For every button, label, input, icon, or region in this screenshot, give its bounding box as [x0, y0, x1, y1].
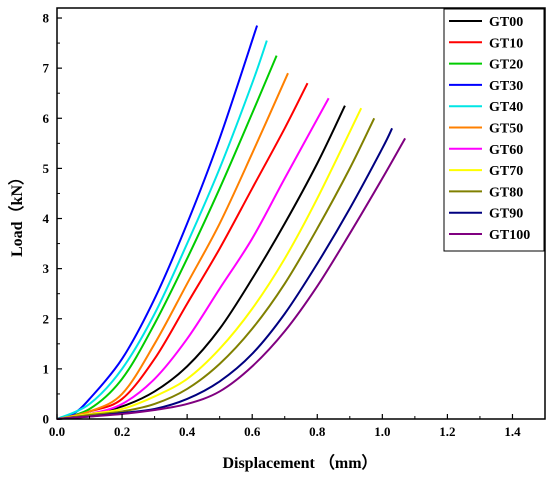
legend-label: GT80: [489, 185, 523, 200]
series-line-gt50: [56, 72, 289, 420]
x-tick-label: 1.4: [504, 424, 521, 439]
x-axis-title: Displacement （mm）: [222, 454, 377, 472]
legend: GT00 GT10 GT20 GT30 GT40 GT50 GT60 GT70 GT80 GT90…: [443, 8, 545, 252]
y-tick-label: 0: [43, 412, 50, 427]
plot-frame: [56, 7, 546, 420]
series-line-gt60: [56, 97, 330, 420]
legend-box: [443, 8, 545, 252]
series-line-gt10: [56, 82, 309, 420]
y-tick-label: 1: [43, 361, 50, 376]
series-line-gt00: [56, 105, 346, 420]
x-tick-label: 0.4: [179, 424, 196, 439]
legend-label: GT100: [489, 228, 530, 243]
series-line-gt70: [56, 107, 363, 420]
series-line-gt30: [56, 25, 259, 420]
y-tick-label: 3: [43, 261, 50, 276]
y-tick-label: 4: [43, 211, 50, 226]
series-line-gt90: [56, 127, 393, 420]
x-tick-label: 0.6: [244, 424, 261, 439]
legend-label: GT60: [489, 143, 523, 158]
x-tick-label: 0.2: [114, 424, 130, 439]
legend-label: GT50: [489, 122, 523, 137]
y-tick-label: 6: [43, 111, 50, 126]
legend-label: GT90: [489, 207, 523, 222]
legend-label: GT70: [489, 164, 523, 179]
x-tick-label: 0.8: [309, 424, 326, 439]
y-axis-title: Load（kN）: [8, 169, 26, 257]
y-tick-label: 5: [43, 161, 50, 176]
legend-label: GT10: [489, 36, 523, 51]
series-line-gt40: [56, 40, 268, 420]
x-tick-label: 1.2: [439, 424, 455, 439]
legend-label: GT20: [489, 58, 523, 73]
series-line-gt80: [56, 117, 376, 420]
y-tick-label: 7: [43, 61, 50, 76]
y-tick-label: 2: [43, 311, 50, 326]
y-axis-ticks: 0 1 2 3 4 5 6 7 8: [43, 11, 62, 427]
x-tick-label: 1.0: [374, 424, 390, 439]
x-tick-label: 0.0: [49, 424, 65, 439]
x-axis-ticks: 0.0 0.2 0.4 0.6 0.8 1.0 1.2 1.4: [49, 414, 546, 439]
series-line-gt100: [56, 137, 406, 420]
plot-area: [56, 25, 406, 420]
legend-label: GT30: [489, 79, 523, 94]
legend-label: GT00: [489, 15, 523, 30]
series-line-gt20: [56, 55, 278, 420]
y-tick-label: 8: [43, 11, 50, 26]
legend-label: GT40: [489, 100, 523, 115]
